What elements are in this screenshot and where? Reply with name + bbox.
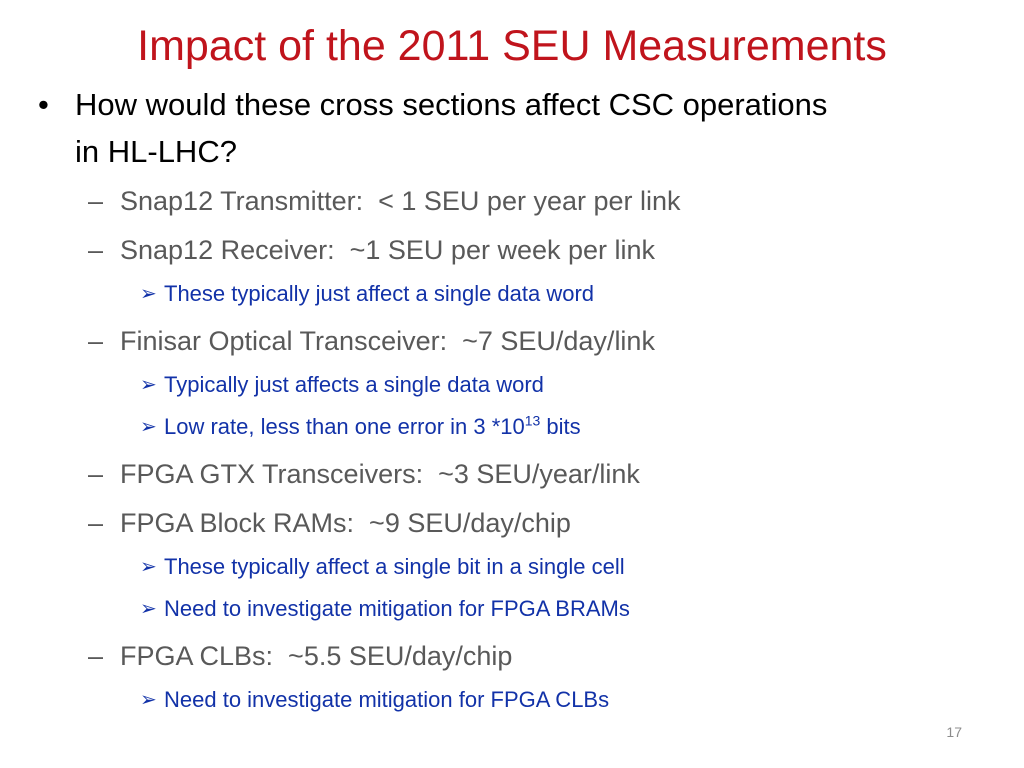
note-text: These typically affect a single bit in a…: [164, 554, 625, 579]
note-text: These typically just affect a single dat…: [164, 281, 595, 306]
slide-title: Impact of the 2011 SEU Measurements: [137, 22, 887, 70]
sub-item: FPGA Block RAMs: ~9 SEU/day/chip: [88, 500, 1024, 546]
note-text: Need to investigate mitigation for FPGA …: [164, 687, 610, 712]
sub-item: FPGA CLBs: ~5.5 SEU/day/chip: [88, 633, 1024, 679]
note: Need to investigate mitigation for FPGA …: [140, 679, 1024, 721]
slide-body: How would these cross sections affect CS…: [0, 81, 1024, 721]
sub-item: FPGA GTX Transceivers: ~3 SEU/year/link: [88, 451, 1024, 497]
bullet-text: How would these cross sections affect CS…: [38, 81, 835, 175]
note: These typically just affect a single dat…: [140, 273, 1024, 315]
note-text: Need to investigate mitigation for FPGA …: [164, 596, 630, 621]
page-number: 17: [946, 724, 962, 740]
note-text: Typically just affects a single data wor…: [164, 372, 544, 397]
note-text: bits: [546, 414, 581, 439]
note: Typically just affects a single data wor…: [140, 364, 1024, 406]
note: Need to investigate mitigation for FPGA …: [140, 588, 1024, 630]
note-text: Low rate, less than one error in 3 *10: [164, 414, 525, 439]
sub-item: Snap12 Receiver: ~1 SEU per week per lin…: [88, 227, 1024, 273]
note: These typically affect a single bit in a…: [140, 546, 1024, 588]
sub-item: Snap12 Transmitter: < 1 SEU per year per…: [88, 178, 1024, 224]
note: Low rate, less than one error in 3 *1013…: [140, 406, 1024, 448]
superscript: 13: [524, 412, 541, 429]
sub-item: Finisar Optical Transceiver: ~7 SEU/day/…: [88, 318, 1024, 364]
